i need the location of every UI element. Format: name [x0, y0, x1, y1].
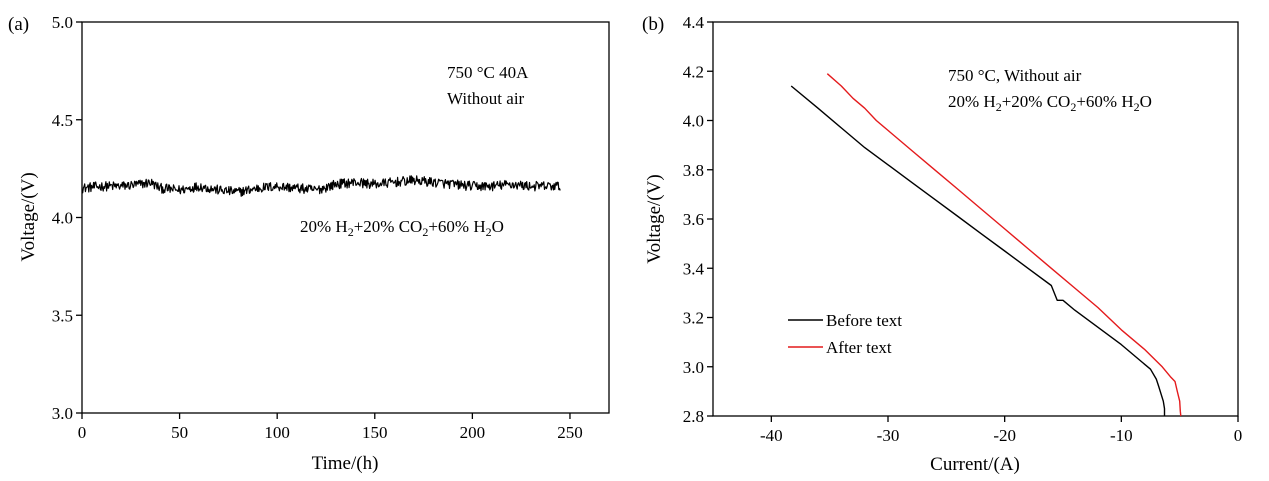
panel-b: (b) -40 -30 -20 -10 0 2.8 3.0 3.2 3.4 3.6 3.8 4.0 4… — [642, 13, 1242, 475]
x-tick-label: 0 — [78, 423, 87, 442]
x-tick-label: 150 — [362, 423, 388, 442]
y-tick-label: 4.0 — [683, 112, 704, 131]
x-tick-label: 0 — [1234, 426, 1243, 445]
y-tick-label: 3.4 — [683, 259, 705, 278]
panel-a-x-axis-label: Time/(h) — [312, 453, 379, 474]
panel-a-label: (a) — [8, 14, 29, 35]
legend-label: Before text — [826, 311, 902, 330]
x-tick-label: 200 — [460, 423, 486, 442]
y-tick-label: 2.8 — [683, 407, 704, 426]
y-tick-label: 5.0 — [52, 13, 73, 32]
panel-a-y-ticks: 3.0 3.5 4.0 4.5 5.0 — [52, 13, 82, 423]
y-tick-label: 3.2 — [683, 309, 704, 328]
panel-a-series-group — [81, 175, 561, 197]
x-tick-label: -30 — [877, 426, 900, 445]
panel-b-gas-composition: 20% H2+20% CO2+60% H2O — [948, 92, 1152, 114]
panel-a-condition-line-1: 750 °C 40A — [447, 63, 529, 82]
x-tick-label: -40 — [760, 426, 783, 445]
y-tick-label: 3.0 — [52, 404, 73, 423]
panel-b-series-group — [790, 73, 1182, 417]
x-tick-label: -10 — [1110, 426, 1133, 445]
x-tick-label: 50 — [171, 423, 188, 442]
y-tick-label: 4.4 — [683, 13, 705, 32]
y-tick-label: 4.5 — [52, 111, 73, 130]
series-line-after-text — [826, 73, 1182, 417]
panel-a-condition-line-2: Without air — [447, 89, 525, 108]
panel-a-x-ticks: 0 50 100 150 200 250 — [78, 413, 583, 442]
y-tick-label: 3.5 — [52, 306, 73, 325]
panel-b-condition-line-1: 750 °C, Without air — [948, 66, 1082, 85]
panel-b-legend: Before text After text — [788, 311, 902, 357]
panel-a: (a) 0 50 100 150 200 250 3.0 3.5 4.0 4.5 5.0 Time… — [8, 13, 610, 474]
y-tick-label: 3.6 — [683, 210, 704, 229]
x-tick-label: 100 — [264, 423, 290, 442]
panel-b-y-ticks: 2.8 3.0 3.2 3.4 3.6 3.8 4.0 4.2 4.4 — [683, 13, 713, 426]
y-tick-label: 3.8 — [683, 161, 704, 180]
series-line-before-text — [790, 85, 1166, 416]
legend-label: After text — [826, 338, 892, 357]
x-tick-label: -20 — [993, 426, 1016, 445]
panel-b-x-ticks: -40 -30 -20 -10 0 — [760, 416, 1242, 445]
y-tick-label: 4.0 — [52, 209, 73, 228]
series-line-voltage — [81, 175, 561, 197]
panel-b-x-axis-label: Current/(A) — [930, 454, 1020, 475]
panel-a-gas-composition: 20% H2+20% CO2+60% H2O — [300, 217, 504, 239]
panel-b-y-axis-label: Voltage/(V) — [644, 174, 665, 263]
x-tick-label: 250 — [557, 423, 583, 442]
y-tick-label: 4.2 — [683, 62, 704, 81]
panel-a-y-axis-label: Voltage/(V) — [18, 172, 39, 261]
y-tick-label: 3.0 — [683, 358, 704, 377]
panel-b-label: (b) — [642, 14, 664, 35]
